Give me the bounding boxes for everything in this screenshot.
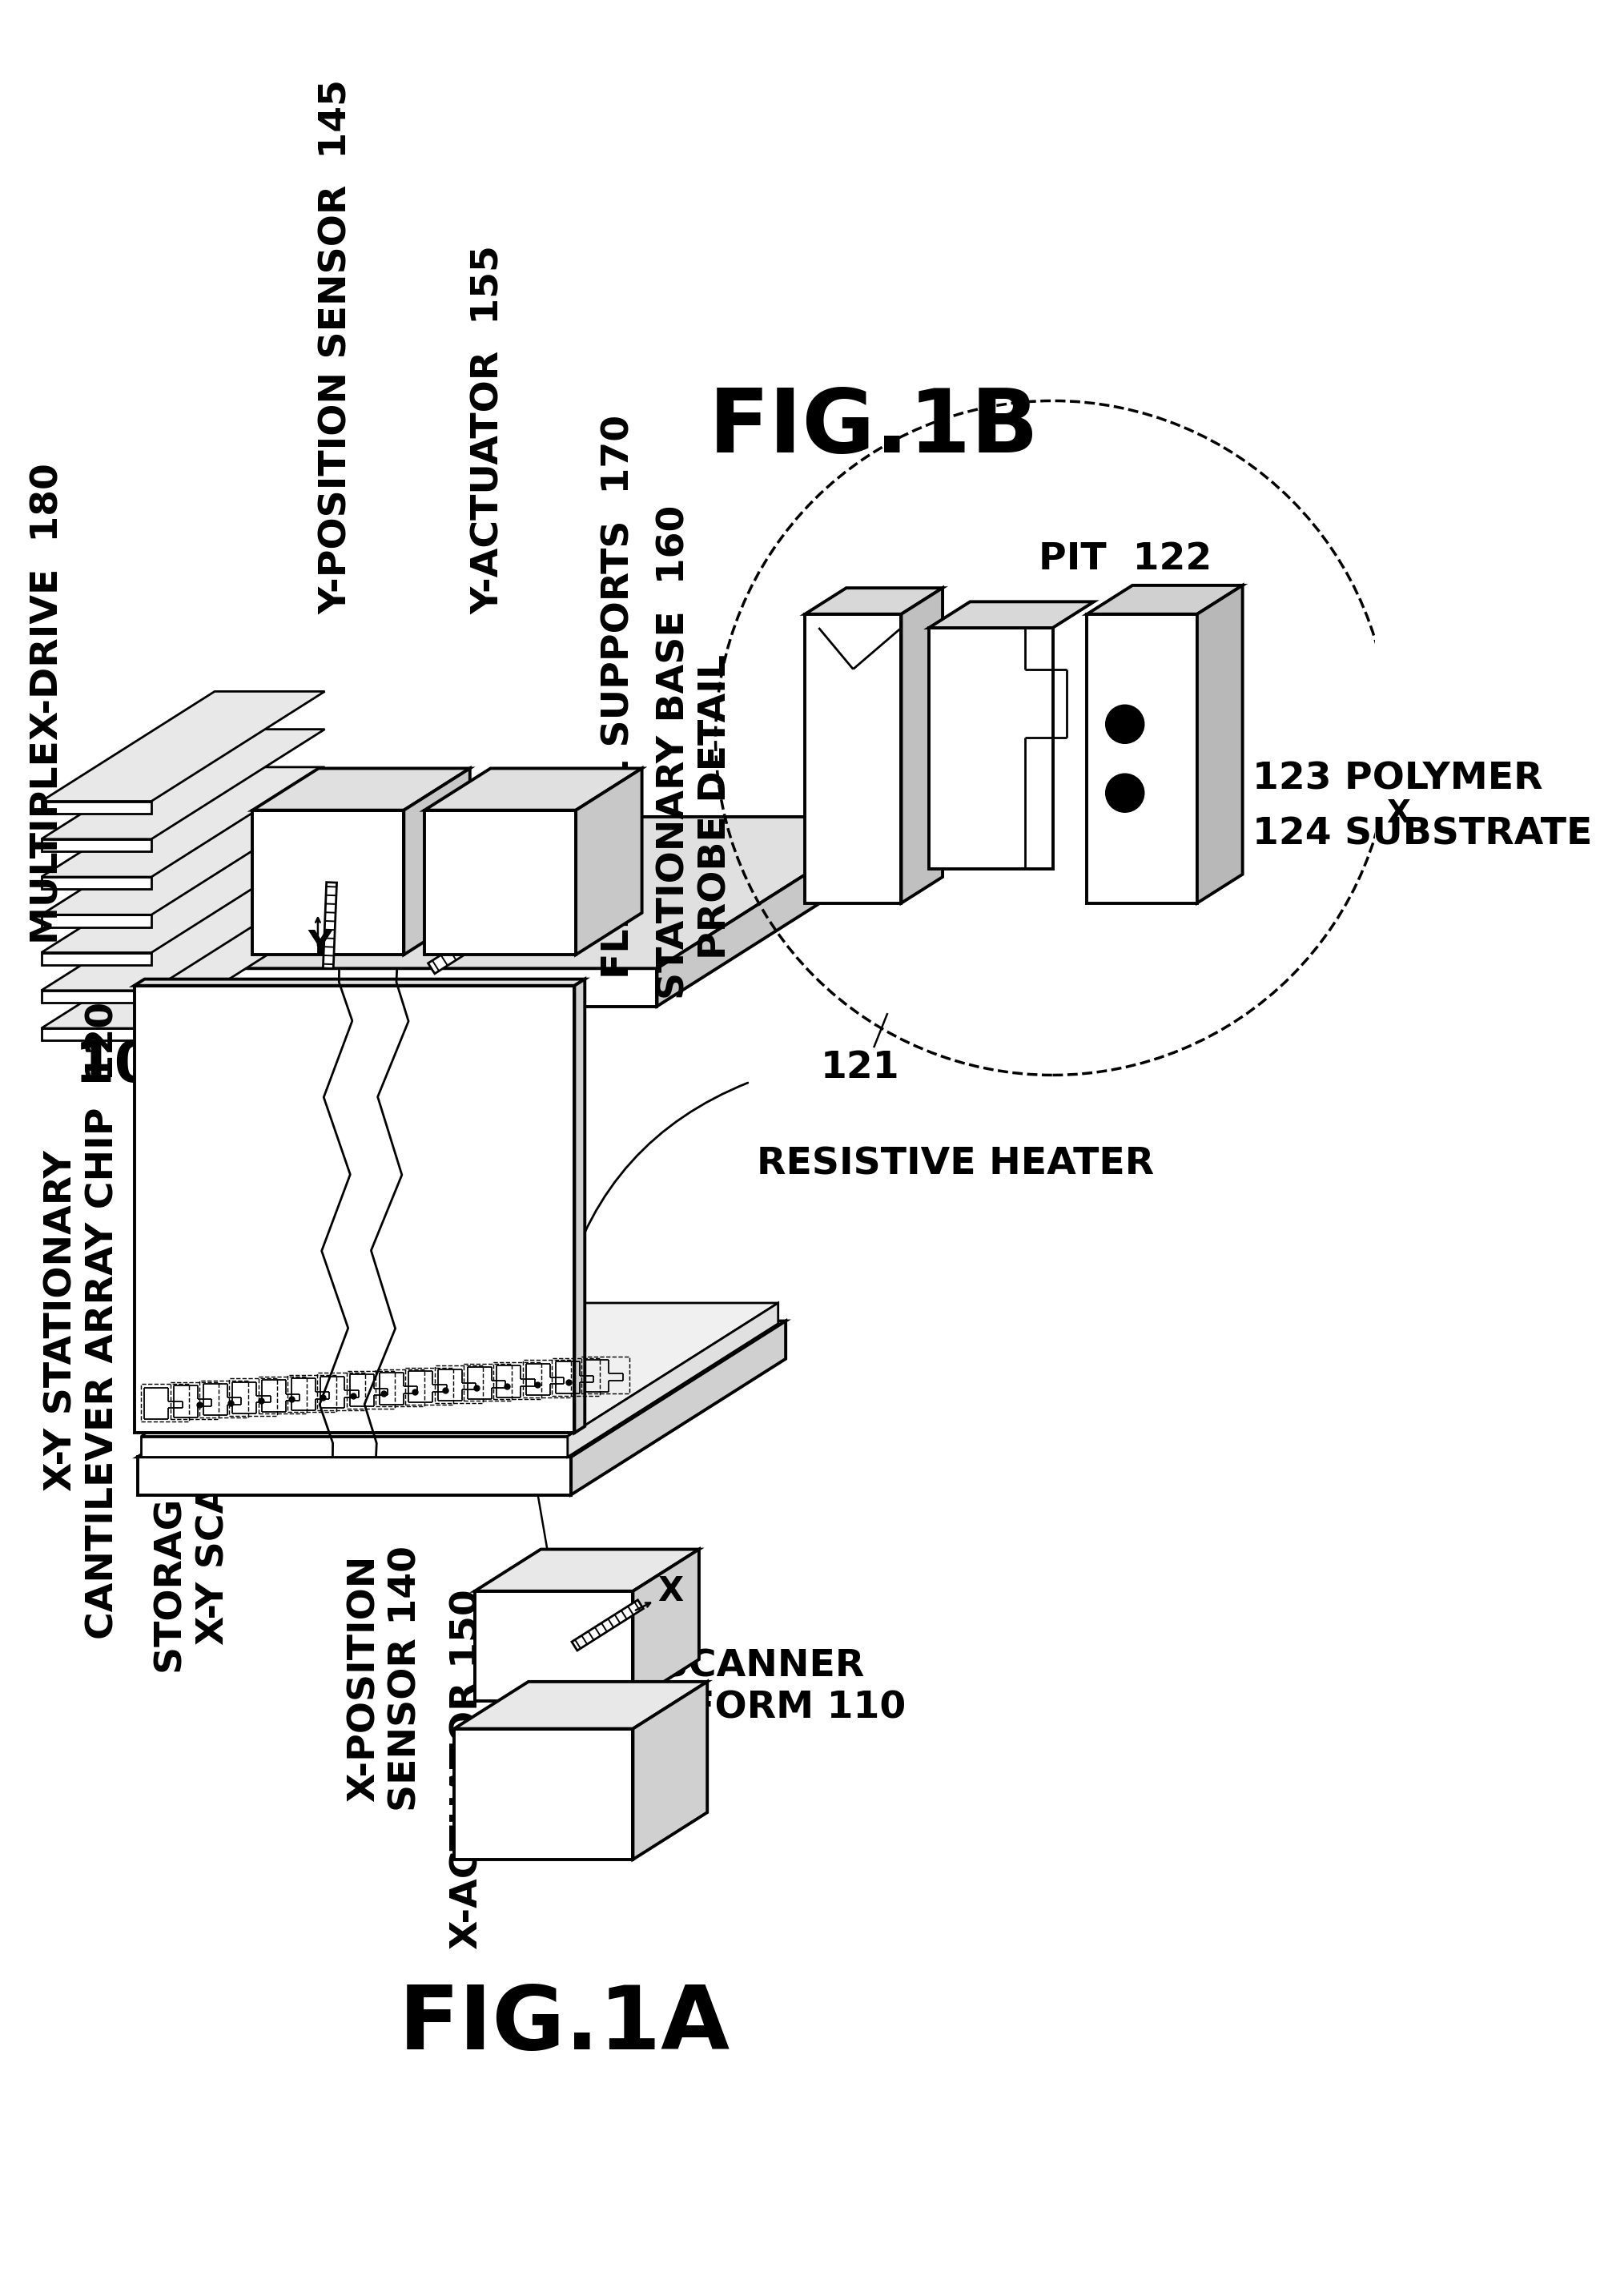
Text: PIT  122: PIT 122 xyxy=(1038,542,1211,576)
Circle shape xyxy=(1106,705,1144,744)
Text: STATIONARY BASE  160: STATIONARY BASE 160 xyxy=(656,505,691,999)
Text: Y-POSITION SENSOR  145: Y-POSITION SENSOR 145 xyxy=(318,78,355,613)
Polygon shape xyxy=(424,769,642,810)
Polygon shape xyxy=(42,953,152,964)
Polygon shape xyxy=(78,817,896,969)
Polygon shape xyxy=(42,767,325,877)
Circle shape xyxy=(1106,774,1144,813)
Text: Y: Y xyxy=(307,928,331,962)
Polygon shape xyxy=(253,769,470,810)
Text: FIG.1A: FIG.1A xyxy=(398,1981,730,2066)
Polygon shape xyxy=(656,817,896,1006)
Polygon shape xyxy=(576,769,642,955)
Polygon shape xyxy=(632,1550,699,1701)
Text: STORAGE MEDIA ON
X-Y SCANNER 130: STORAGE MEDIA ON X-Y SCANNER 130 xyxy=(154,1244,232,1674)
Polygon shape xyxy=(475,1591,632,1701)
Polygon shape xyxy=(42,914,152,928)
Text: X: X xyxy=(1386,799,1410,829)
Polygon shape xyxy=(78,969,656,1006)
Polygon shape xyxy=(134,985,574,1433)
Polygon shape xyxy=(141,1302,778,1437)
Polygon shape xyxy=(42,990,152,1003)
Polygon shape xyxy=(42,877,152,889)
Polygon shape xyxy=(475,1550,699,1591)
Text: X-Y STATIONARY
CANTILEVER ARRAY CHIP  120: X-Y STATIONARY CANTILEVER ARRAY CHIP 120 xyxy=(43,1001,122,1639)
Polygon shape xyxy=(134,978,584,985)
Text: FIG.1B: FIG.1B xyxy=(709,386,1038,471)
Polygon shape xyxy=(42,730,325,838)
Polygon shape xyxy=(1197,585,1242,902)
Polygon shape xyxy=(454,1729,632,1860)
Polygon shape xyxy=(1086,585,1242,613)
Polygon shape xyxy=(454,1681,707,1729)
Polygon shape xyxy=(571,1320,786,1495)
Polygon shape xyxy=(253,810,403,955)
Text: 123 POLYMER: 123 POLYMER xyxy=(1251,762,1542,797)
Polygon shape xyxy=(42,806,325,914)
Polygon shape xyxy=(928,602,1093,627)
Polygon shape xyxy=(424,810,576,955)
Polygon shape xyxy=(805,613,901,902)
Polygon shape xyxy=(42,801,152,813)
Text: PROBE DETAIL: PROBE DETAIL xyxy=(698,654,733,960)
Text: RESISTIVE HEATER: RESISTIVE HEATER xyxy=(757,1146,1154,1182)
Polygon shape xyxy=(42,918,325,1029)
Text: X-POSITION
SENSOR 140: X-POSITION SENSOR 140 xyxy=(346,1545,424,1812)
Text: 100: 100 xyxy=(74,1038,195,1093)
Text: 124 SUBSTRATE: 124 SUBSTRATE xyxy=(1251,817,1592,852)
Polygon shape xyxy=(42,882,325,990)
Polygon shape xyxy=(138,1320,786,1458)
Polygon shape xyxy=(568,1302,778,1458)
Polygon shape xyxy=(632,1681,707,1860)
Text: X-Y SCANNER
PLATFORM 110: X-Y SCANNER PLATFORM 110 xyxy=(584,1649,906,1727)
Polygon shape xyxy=(403,769,470,955)
Text: X-ACTUATOR 150: X-ACTUATOR 150 xyxy=(450,1589,486,1949)
Polygon shape xyxy=(42,843,325,953)
Polygon shape xyxy=(928,627,1053,868)
Polygon shape xyxy=(323,882,336,969)
Text: X: X xyxy=(658,1575,683,1607)
Polygon shape xyxy=(571,1600,643,1651)
Text: MULTIPLEX-DRIVE  180: MULTIPLEX-DRIVE 180 xyxy=(30,464,66,944)
Polygon shape xyxy=(1086,613,1197,902)
Text: FLEXURAL SUPPORTS  170: FLEXURAL SUPPORTS 170 xyxy=(602,416,637,978)
Polygon shape xyxy=(42,1029,152,1040)
Polygon shape xyxy=(42,838,152,852)
Polygon shape xyxy=(42,691,325,801)
Polygon shape xyxy=(138,1458,571,1495)
Polygon shape xyxy=(805,588,942,613)
Text: Y-ACTUATOR  155: Y-ACTUATOR 155 xyxy=(470,246,506,613)
Polygon shape xyxy=(574,978,584,1433)
Polygon shape xyxy=(427,886,554,974)
Polygon shape xyxy=(901,588,942,902)
Polygon shape xyxy=(141,1437,568,1458)
Text: 121: 121 xyxy=(821,1049,899,1086)
